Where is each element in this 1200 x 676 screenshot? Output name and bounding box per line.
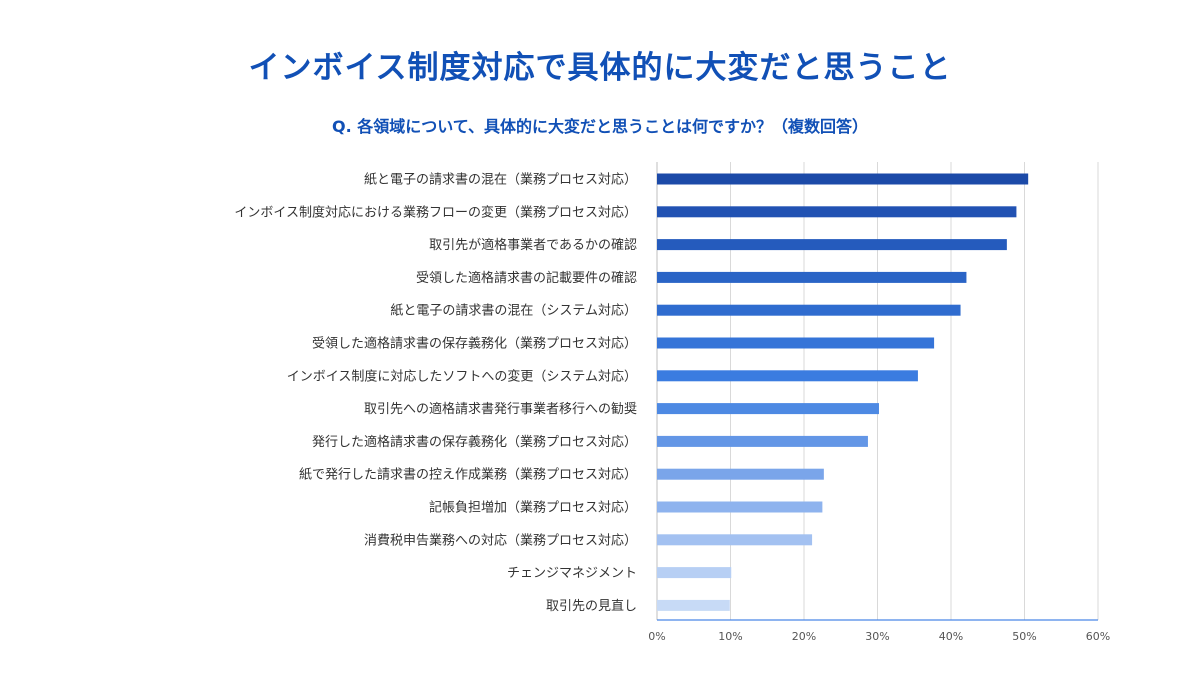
category-label: 消費税申告業務への対応（業務プロセス対応） xyxy=(364,532,637,548)
bar xyxy=(657,206,1017,218)
x-tick-label: 10% xyxy=(718,630,742,643)
category-label: 紙と電子の請求書の混在（業務プロセス対応） xyxy=(364,172,637,188)
bar xyxy=(657,304,961,316)
bar xyxy=(657,337,935,349)
category-label: 受領した適格請求書の保存義務化（業務プロセス対応） xyxy=(312,336,637,352)
x-tick-label: 0% xyxy=(648,630,665,643)
category-label: 紙で発行した請求書の控え作成業務（業務プロセス対応） xyxy=(299,467,637,483)
bar xyxy=(657,567,732,579)
x-tick-label: 30% xyxy=(865,630,889,643)
category-label: インボイス制度に対応したソフトへの変更（システム対応） xyxy=(287,368,637,384)
category-label: 紙と電子の請求書の混在（システム対応） xyxy=(390,304,637,319)
bar xyxy=(657,599,730,611)
category-label: 受領した適格請求書の記載要件の確認 xyxy=(416,270,637,286)
bar xyxy=(657,534,813,546)
x-tick-label: 40% xyxy=(939,630,963,643)
bar xyxy=(657,435,868,447)
x-tick-label: 20% xyxy=(792,630,816,643)
bar xyxy=(657,370,918,382)
category-label: 発行した適格請求書の保存義務化（業務プロセス対応） xyxy=(312,434,637,450)
category-label: 取引先への適格請求書発行事業者移行への勧奨 xyxy=(364,401,637,417)
bar xyxy=(657,271,967,283)
category-label: チェンジマネジメント xyxy=(507,566,637,581)
x-tick-label: 60% xyxy=(1086,630,1110,643)
category-label: インボイス制度対応における業務フローの変更（業務プロセス対応） xyxy=(234,204,637,220)
bar xyxy=(657,403,879,415)
bar xyxy=(657,173,1029,185)
bar xyxy=(657,501,823,513)
x-tick-label: 50% xyxy=(1012,630,1036,643)
category-label: 記帳負担増加（業務プロセス対応） xyxy=(429,500,637,516)
bar xyxy=(657,239,1007,251)
category-label: 取引先の見直し xyxy=(546,599,637,614)
chart-title: インボイス制度対応で具体的に大変だと思うこと xyxy=(248,50,952,86)
bar xyxy=(657,468,824,480)
chart-subtitle: Q. 各領域について、具体的に大変だと思うことは何ですか？（複数回答） xyxy=(332,117,868,136)
category-label: 取引先が適格事業者であるかの確認 xyxy=(429,237,637,253)
